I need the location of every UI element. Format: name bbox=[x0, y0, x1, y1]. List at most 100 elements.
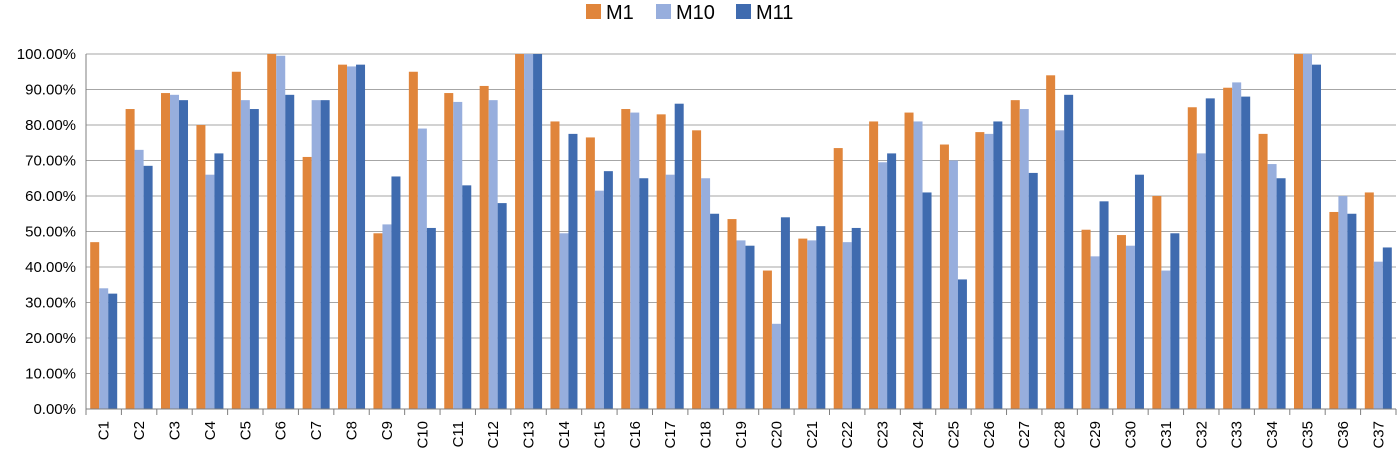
bar-m1-c15 bbox=[585, 137, 595, 409]
bar-m1-c32 bbox=[1187, 107, 1197, 409]
bar-m11-c30 bbox=[1134, 174, 1144, 409]
x-tick-label: C32 bbox=[1193, 421, 1210, 449]
x-tick-label: C23 bbox=[875, 421, 892, 449]
bar-m1-c19 bbox=[727, 219, 737, 409]
y-tick-label: 90.00% bbox=[25, 82, 76, 99]
bar-m11-c5 bbox=[249, 109, 259, 409]
x-tick-label: C19 bbox=[733, 421, 750, 449]
bar-m1-c36 bbox=[1329, 211, 1339, 409]
y-tick-label: 10.00% bbox=[25, 366, 76, 383]
bar-m10-c33 bbox=[1232, 82, 1242, 410]
bar-m10-c7 bbox=[311, 100, 321, 410]
bar-m1-c21 bbox=[798, 238, 808, 409]
bar-m10-c22 bbox=[842, 242, 852, 409]
bar-m11-c17 bbox=[674, 103, 684, 409]
legend-label-m1: M1 bbox=[606, 2, 634, 24]
bar-m1-c33 bbox=[1223, 87, 1233, 409]
y-tick-label: 100.00% bbox=[17, 46, 76, 63]
bar-m1-c22 bbox=[833, 148, 843, 409]
bar-m11-c11 bbox=[462, 185, 472, 409]
bar-m10-c24 bbox=[913, 121, 923, 409]
bar-m10-c23 bbox=[878, 162, 888, 409]
bar-m10-c14 bbox=[559, 233, 569, 409]
bar-m1-c13 bbox=[515, 54, 525, 409]
x-tick-label: C16 bbox=[627, 421, 644, 449]
x-tick-label: C22 bbox=[839, 421, 856, 449]
x-tick-label: C9 bbox=[379, 421, 396, 440]
y-axis-tick-labels: 0.00% 10.00% 20.00% 30.00% 40.00% 50.00% 60.00… bbox=[17, 46, 76, 418]
y-tick-label: 30.00% bbox=[25, 295, 76, 312]
legend-swatch-m10 bbox=[656, 4, 671, 19]
bar-m10-c29 bbox=[1090, 256, 1100, 409]
bar-m10-c15 bbox=[594, 190, 604, 409]
bar-m1-c3 bbox=[161, 93, 171, 410]
bar-m1-c14 bbox=[550, 121, 560, 409]
x-tick-label: C34 bbox=[1264, 421, 1281, 449]
bar-m10-c32 bbox=[1196, 153, 1206, 409]
bar-m1-c1 bbox=[90, 242, 100, 409]
legend-swatch-m11 bbox=[736, 4, 751, 19]
y-tick-label: 0.00% bbox=[33, 401, 76, 418]
bar-m11-c34 bbox=[1276, 178, 1286, 409]
bar-m11-c13 bbox=[533, 54, 543, 409]
bar-m11-c23 bbox=[887, 153, 897, 409]
bar-m11-c37 bbox=[1382, 247, 1392, 409]
bar-m11-c18 bbox=[710, 213, 720, 409]
bar-m1-c28 bbox=[1046, 75, 1056, 410]
bar-m1-c20 bbox=[762, 270, 772, 409]
bar-m10-c9 bbox=[382, 224, 392, 409]
bar-m10-c27 bbox=[1019, 109, 1029, 409]
bar-m11-c27 bbox=[1028, 172, 1038, 409]
bar-m10-c5 bbox=[240, 100, 250, 410]
bar-m10-c6 bbox=[276, 55, 286, 410]
y-tick-label: 20.00% bbox=[25, 330, 76, 347]
bar-m10-c12 bbox=[488, 100, 498, 410]
bar-m10-c13 bbox=[524, 54, 534, 409]
bar-m10-c19 bbox=[736, 240, 746, 410]
bar-m1-c23 bbox=[869, 121, 879, 409]
x-tick-label: C30 bbox=[1122, 421, 1139, 449]
x-tick-label: C26 bbox=[981, 421, 998, 449]
bar-m10-c8 bbox=[347, 66, 357, 410]
x-tick-label: C10 bbox=[414, 421, 431, 449]
y-tick-label: 80.00% bbox=[25, 117, 76, 134]
bar-m10-c4 bbox=[205, 174, 215, 409]
x-tick-label: C12 bbox=[485, 421, 502, 449]
bar-m10-c26 bbox=[984, 133, 994, 410]
bar-m10-c35 bbox=[1302, 54, 1312, 409]
bar-m10-c16 bbox=[630, 112, 640, 409]
bar-m11-c28 bbox=[1064, 94, 1074, 409]
x-tick-label: C35 bbox=[1299, 421, 1316, 449]
x-axis-tick-labels: C1 C2 C3 C4 C5 C6 C7 C8 C9 C10 C11 C12 C13 C14 C15 C16 C… bbox=[96, 421, 1388, 449]
x-tick-label: C2 bbox=[131, 421, 148, 440]
x-tick-label: C36 bbox=[1335, 421, 1352, 449]
x-tick-label: C37 bbox=[1370, 421, 1387, 449]
y-tick-label: 70.00% bbox=[25, 153, 76, 170]
x-tick-label: C15 bbox=[591, 421, 608, 449]
bar-m10-c17 bbox=[665, 174, 675, 409]
bar-m1-c9 bbox=[373, 233, 383, 409]
bar-m1-c7 bbox=[302, 156, 312, 409]
bar-m11-c14 bbox=[568, 133, 578, 410]
bar-m10-c28 bbox=[1055, 130, 1065, 409]
bar-m11-c21 bbox=[816, 226, 826, 409]
bar-m10-c34 bbox=[1267, 164, 1277, 409]
bar-m11-c24 bbox=[922, 192, 932, 409]
bar-m10-c31 bbox=[1161, 270, 1171, 409]
x-tick-label: C27 bbox=[1016, 421, 1033, 449]
x-tick-label: C31 bbox=[1158, 421, 1175, 449]
bar-m10-c10 bbox=[417, 128, 427, 410]
bar-m10-c20 bbox=[771, 323, 781, 409]
bar-m11-c12 bbox=[497, 203, 507, 409]
bar-m10-c36 bbox=[1338, 196, 1348, 409]
x-tick-label: C13 bbox=[521, 421, 538, 449]
y-tick-label: 60.00% bbox=[25, 188, 76, 205]
x-tick-label: C6 bbox=[273, 421, 290, 440]
legend: M1 M10 M11 bbox=[586, 2, 793, 24]
bar-m11-c7 bbox=[320, 100, 330, 410]
bar-m11-c26 bbox=[993, 121, 1003, 409]
x-tick-label: C11 bbox=[450, 421, 467, 447]
x-tick-label: C18 bbox=[698, 421, 715, 449]
